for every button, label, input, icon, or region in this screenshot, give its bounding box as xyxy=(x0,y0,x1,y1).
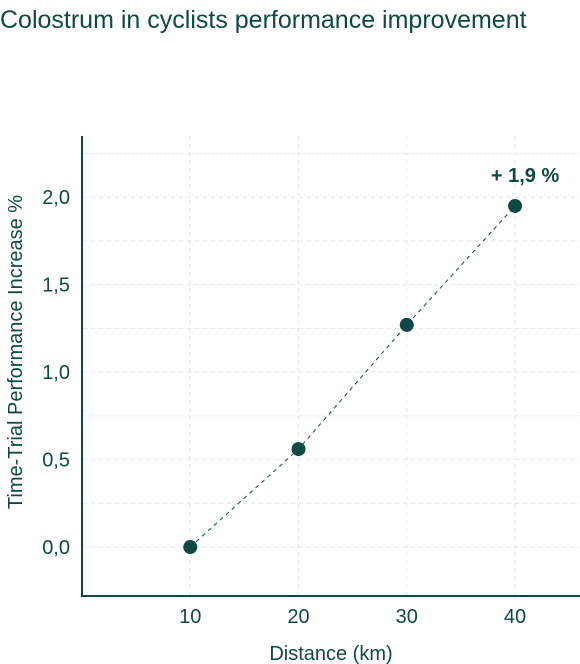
x-tick-labels: 10 20 30 40 xyxy=(179,606,526,628)
y-tick-label: 1,0 xyxy=(42,362,70,384)
x-tick-label: 30 xyxy=(396,606,418,628)
x-tick-label: 10 xyxy=(179,606,201,628)
series-line xyxy=(189,205,516,548)
y-tick-label: 0,5 xyxy=(42,450,70,472)
series xyxy=(183,198,523,555)
y-axis-label: Time-Trial Performance Increase % xyxy=(5,195,27,509)
data-point xyxy=(291,442,306,457)
data-annotation: + 1,9 % xyxy=(491,165,560,187)
data-point xyxy=(183,540,198,555)
x-axis-label: Distance (km) xyxy=(269,643,392,664)
x-tick-label: 20 xyxy=(287,606,309,628)
grid-lines xyxy=(83,136,580,595)
y-tick-label: 1,5 xyxy=(42,275,70,297)
x-tick-label: 40 xyxy=(504,606,526,628)
data-point xyxy=(508,198,523,213)
chart-title: Colostrum in cyclists performance improv… xyxy=(0,6,527,34)
data-point xyxy=(399,317,414,332)
y-tick-labels: 0,0 0,5 1,0 1,5 2,0 xyxy=(42,187,70,559)
y-tick-label: 0,0 xyxy=(42,537,70,559)
y-tick-label: 2,0 xyxy=(42,187,70,209)
